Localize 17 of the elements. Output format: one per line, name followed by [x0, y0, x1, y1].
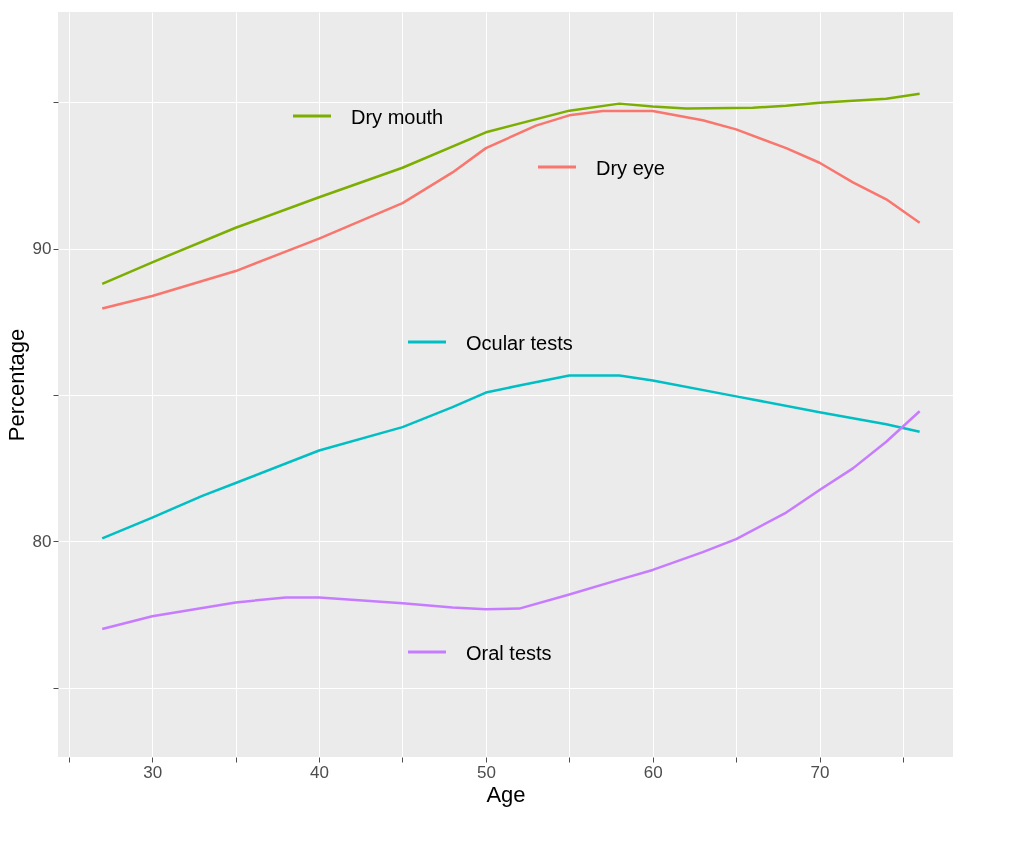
- line-series: [100, 410, 921, 631]
- line-series: [100, 92, 921, 286]
- x-tick-label: 30: [143, 762, 163, 782]
- legend-label: Oral tests: [466, 642, 552, 664]
- x-axis-title: Age: [486, 781, 526, 807]
- y-tick-label: 90: [32, 239, 52, 259]
- x-tick-label: 70: [810, 762, 830, 782]
- x-tick-label: 50: [476, 762, 496, 782]
- x-tick-label: 40: [310, 762, 330, 782]
- y-axis-title: Percentage: [3, 328, 29, 442]
- y-tick-label: 80: [32, 531, 52, 551]
- legend-label: Ocular tests: [466, 332, 573, 354]
- x-tick-label: 60: [643, 762, 663, 782]
- legend-label: Dry eye: [596, 157, 665, 179]
- legend-label: Dry mouth: [351, 106, 444, 128]
- line-series: [100, 109, 921, 310]
- line-series: [100, 374, 921, 540]
